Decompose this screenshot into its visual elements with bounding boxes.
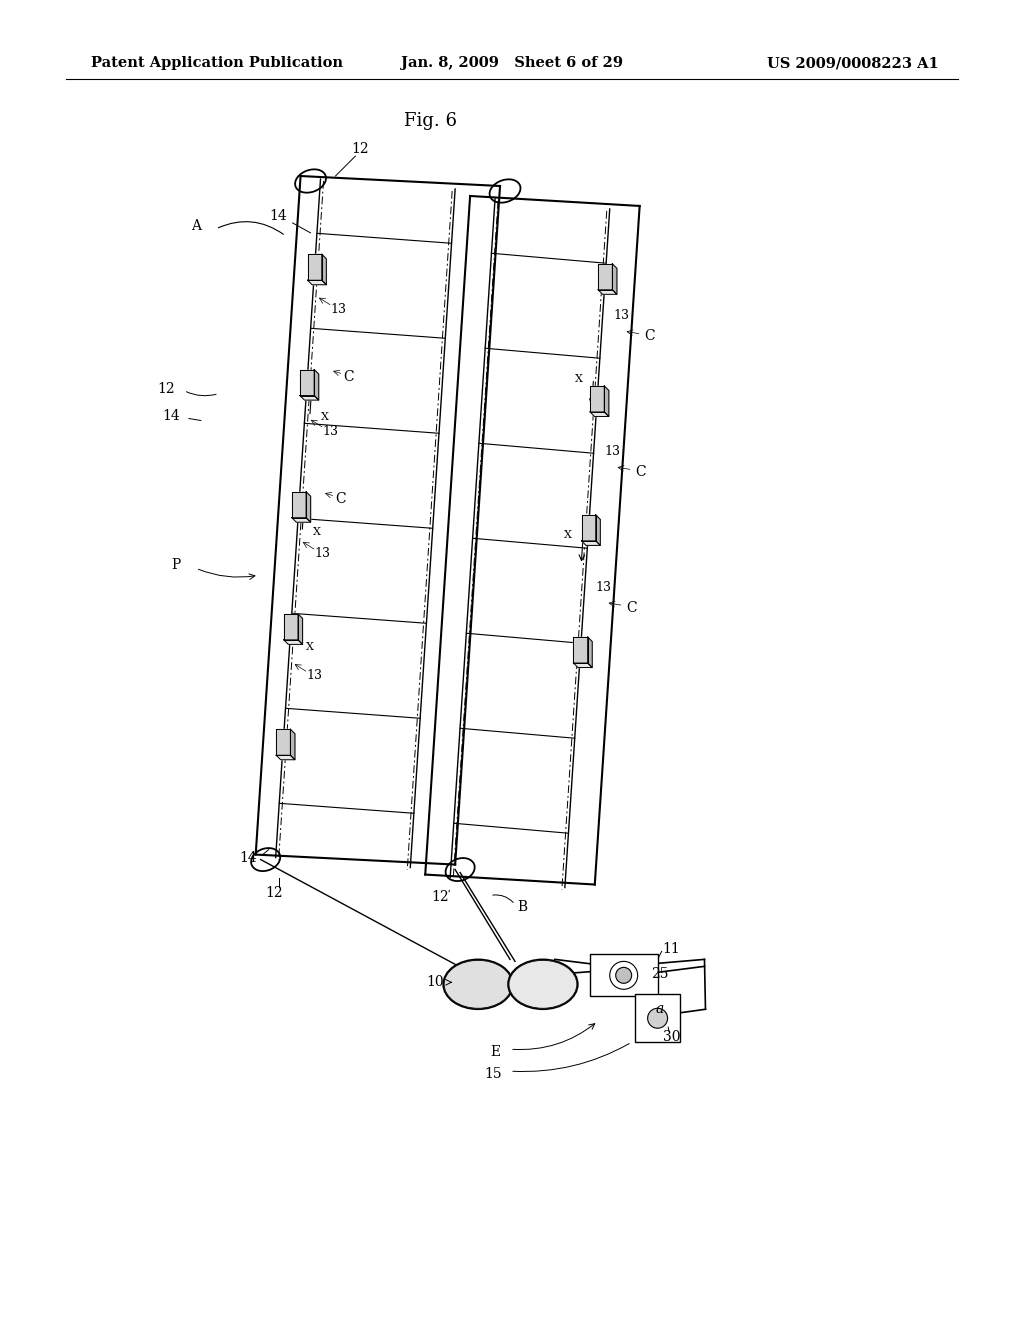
Polygon shape: [292, 517, 310, 523]
Polygon shape: [276, 755, 295, 760]
Text: 13: 13: [314, 546, 330, 560]
Polygon shape: [582, 541, 600, 545]
Text: 14: 14: [269, 209, 288, 223]
Polygon shape: [573, 638, 588, 663]
Polygon shape: [276, 729, 291, 755]
Text: X: X: [305, 643, 313, 652]
Text: X: X: [574, 374, 583, 384]
Polygon shape: [573, 663, 592, 668]
Text: C: C: [627, 601, 637, 615]
Circle shape: [609, 961, 638, 989]
Text: Fig. 6: Fig. 6: [403, 112, 457, 131]
Text: 25: 25: [651, 968, 669, 981]
Text: X: X: [313, 527, 322, 537]
Text: Patent Application Publication: Patent Application Publication: [91, 57, 343, 70]
Text: E: E: [489, 1045, 500, 1059]
Text: 10: 10: [426, 975, 444, 989]
Text: 13: 13: [604, 445, 620, 458]
Polygon shape: [596, 515, 600, 545]
Text: B: B: [517, 900, 527, 915]
Polygon shape: [582, 515, 596, 541]
Polygon shape: [291, 729, 295, 760]
Text: 14: 14: [162, 408, 180, 422]
Polygon shape: [292, 492, 306, 517]
Text: 14: 14: [239, 850, 257, 865]
Bar: [590, 954, 657, 997]
Text: 11: 11: [663, 942, 680, 957]
Text: 12: 12: [265, 886, 283, 899]
Text: 12: 12: [351, 143, 370, 156]
Polygon shape: [298, 614, 302, 644]
Polygon shape: [604, 385, 609, 417]
Polygon shape: [612, 264, 616, 294]
Text: C: C: [343, 370, 353, 384]
Text: 30: 30: [663, 1030, 680, 1044]
Circle shape: [615, 968, 632, 983]
Polygon shape: [300, 370, 314, 396]
Text: C: C: [635, 465, 646, 479]
Polygon shape: [590, 412, 609, 417]
Text: 13: 13: [595, 581, 611, 594]
Text: C: C: [644, 329, 654, 343]
Text: Jan. 8, 2009   Sheet 6 of 29: Jan. 8, 2009 Sheet 6 of 29: [401, 57, 623, 70]
Polygon shape: [284, 614, 298, 640]
Text: X: X: [321, 412, 329, 421]
Polygon shape: [314, 370, 318, 400]
Text: 12: 12: [431, 891, 449, 904]
Polygon shape: [598, 290, 616, 294]
Polygon shape: [598, 264, 612, 290]
Text: A: A: [190, 219, 201, 232]
Text: 13: 13: [331, 302, 346, 315]
Polygon shape: [306, 492, 310, 523]
Text: 13: 13: [613, 309, 629, 322]
Text: a: a: [655, 1002, 664, 1016]
Text: C: C: [335, 492, 345, 507]
Text: 15: 15: [484, 1067, 502, 1081]
Polygon shape: [322, 255, 327, 285]
Polygon shape: [307, 280, 327, 285]
Circle shape: [647, 1008, 668, 1028]
Text: 12: 12: [157, 381, 175, 396]
Text: 13: 13: [323, 425, 338, 438]
Ellipse shape: [508, 960, 578, 1010]
Text: X: X: [564, 529, 572, 540]
Text: US 2009/0008223 A1: US 2009/0008223 A1: [767, 57, 939, 70]
Polygon shape: [588, 638, 592, 668]
Polygon shape: [307, 255, 322, 280]
Ellipse shape: [443, 960, 513, 1010]
Polygon shape: [284, 640, 302, 644]
Bar: [635, 994, 680, 1043]
Polygon shape: [590, 385, 604, 412]
Text: 13: 13: [306, 669, 323, 682]
Text: P: P: [171, 558, 180, 572]
Polygon shape: [300, 396, 318, 400]
